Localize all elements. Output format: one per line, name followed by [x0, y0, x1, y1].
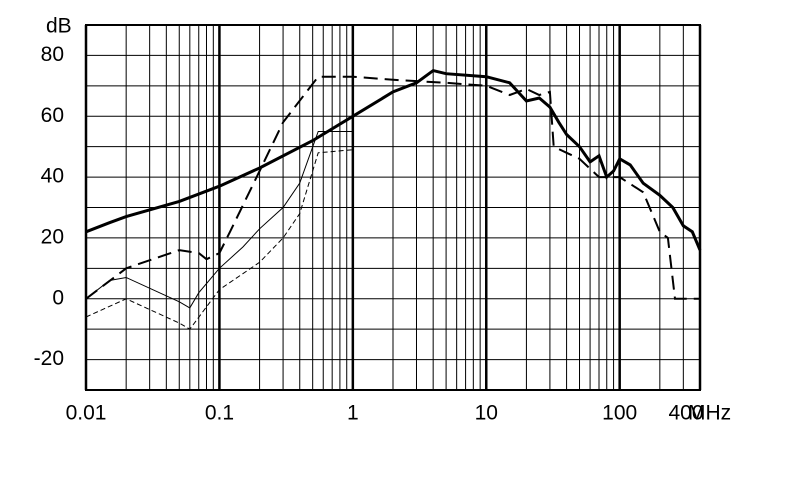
y-tick-label: -20 [34, 347, 64, 370]
x-tick-label: 10 [475, 402, 498, 425]
line-series [85, 149, 353, 330]
x-tick-label: 0.01 [66, 402, 107, 425]
y-tick-label: 80 [41, 43, 64, 66]
line-series [85, 75, 700, 300]
line-series [85, 131, 353, 309]
x-tick-label: 0.1 [205, 402, 234, 425]
y-tick-label: 40 [41, 165, 64, 188]
x-axis-label: MHz [688, 402, 731, 425]
plot-frame [85, 24, 701, 391]
x-tick-label: 400 [668, 402, 703, 425]
y-tick-label: 0 [52, 286, 64, 309]
x-tick-label: 1 [347, 402, 359, 425]
y-axis-label: dB [46, 15, 72, 38]
x-tick-label: 100 [602, 402, 637, 425]
line-series [85, 68, 702, 251]
y-tick-label: 60 [41, 104, 64, 127]
y-tick-label: 20 [41, 225, 64, 248]
